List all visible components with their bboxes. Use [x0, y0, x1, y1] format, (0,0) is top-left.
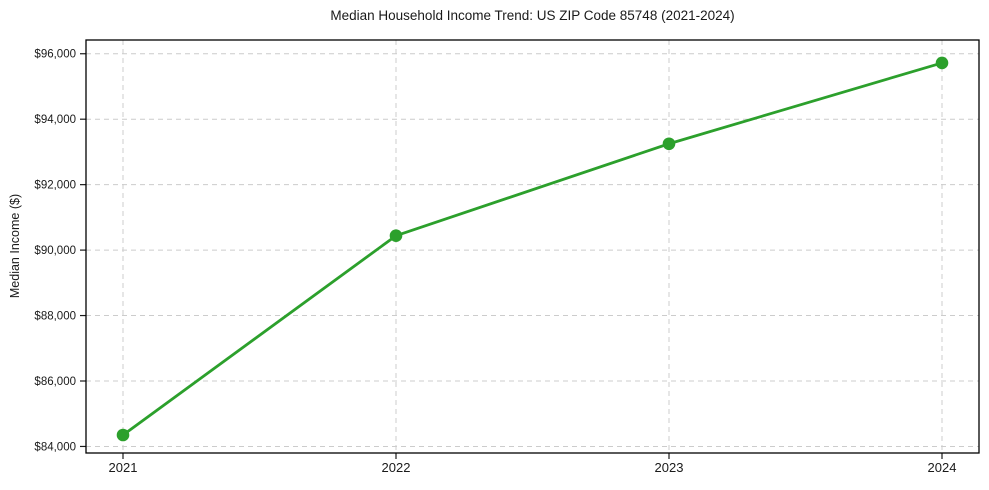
y-tick-label: $90,000: [34, 245, 76, 257]
x-tick-label: 2024: [928, 460, 957, 475]
y-tick-label: $88,000: [34, 311, 76, 323]
x-tick-label: 2021: [109, 460, 138, 475]
data-point-2022: [389, 229, 403, 243]
data-point-2023: [662, 137, 676, 151]
x-tick-label: 2023: [655, 460, 684, 475]
y-tick-label: $94,000: [34, 114, 76, 126]
x-tick-label: 2022: [382, 460, 411, 475]
y-tick-label: $92,000: [34, 180, 76, 192]
y-tick-label: $86,000: [34, 376, 76, 388]
plot-border: [85, 39, 980, 454]
data-point-2024: [935, 56, 949, 70]
data-point-2021: [116, 428, 130, 442]
series-line: [121, 61, 944, 437]
y-tick-label: $84,000: [34, 441, 76, 453]
chart-title: Median Household Income Trend: US ZIP Co…: [330, 8, 735, 23]
y-tick-label: $96,000: [34, 49, 76, 61]
